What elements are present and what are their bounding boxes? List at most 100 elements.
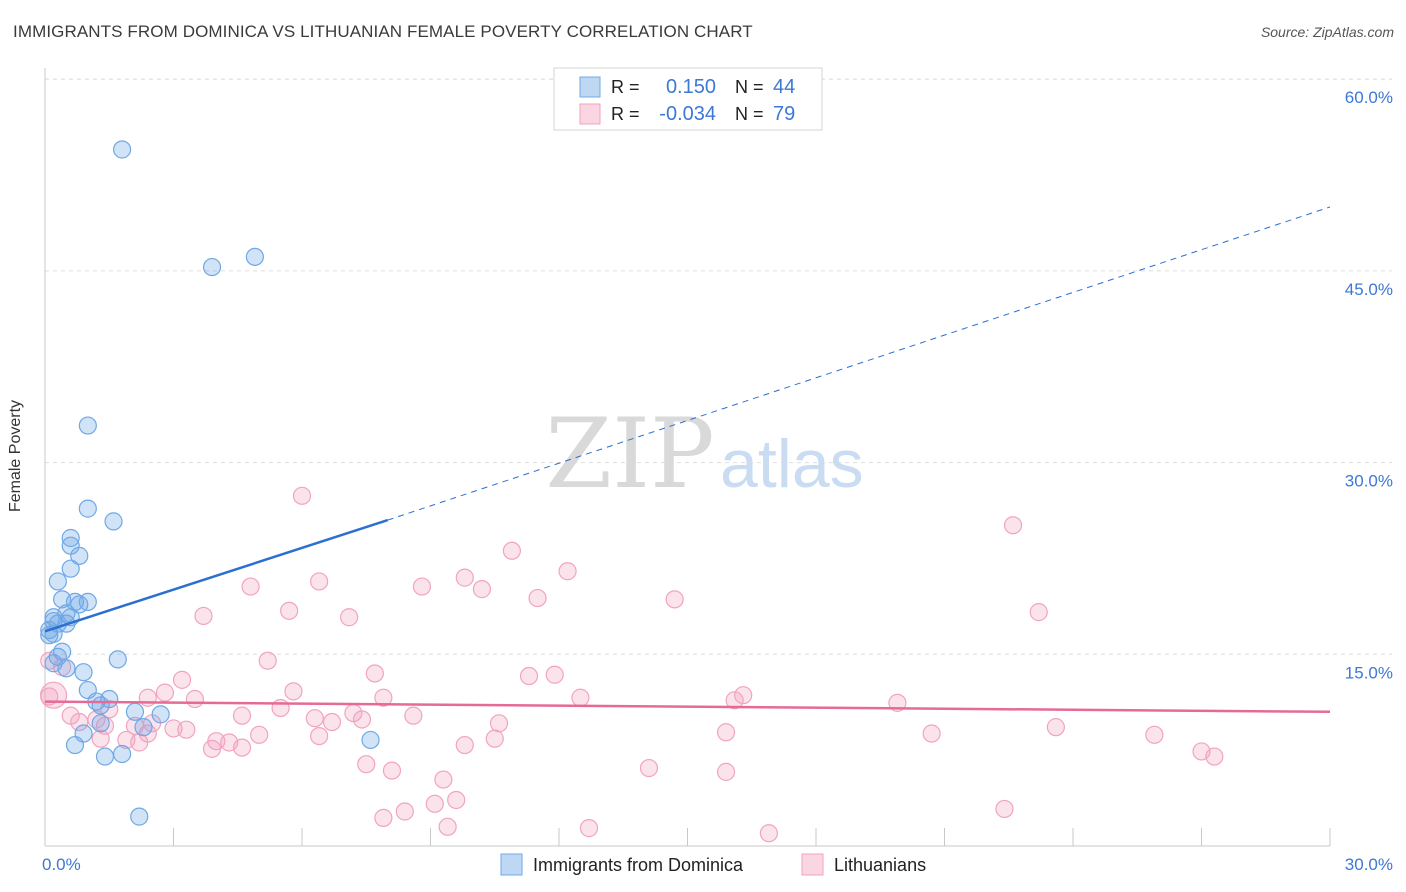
point-dominica <box>112 140 132 159</box>
point-lithuanian <box>438 817 457 836</box>
x-tick-label: 30.0% <box>1345 855 1393 874</box>
point-lithuanian <box>177 720 196 739</box>
trend-line-dominica <box>44 518 389 633</box>
point-dominica <box>78 416 97 435</box>
point-lithuanian <box>310 572 329 591</box>
tick-labels: 15.0% 30.0% 45.0% 60.0% 0.0% 30.0% <box>42 88 1393 874</box>
point-lithuanian <box>502 541 521 560</box>
trend-lines <box>44 206 1331 714</box>
axes <box>44 68 1331 847</box>
point-lithuanian <box>434 770 453 789</box>
point-dominica <box>202 257 222 277</box>
point-lithuanian <box>352 710 372 729</box>
watermark: ZIP atlas <box>545 398 863 510</box>
point-lithuanian <box>1046 718 1065 737</box>
point-lithuanian <box>292 486 312 505</box>
x-tick-label: 0.0% <box>42 855 81 874</box>
point-lithuanian <box>579 819 599 838</box>
stats-n-label: N = <box>735 77 764 97</box>
point-dominica <box>61 528 80 548</box>
point-lithuanian <box>759 824 778 843</box>
point-dominica <box>91 714 110 733</box>
point-dominica <box>95 747 115 766</box>
point-lithuanian <box>1003 516 1023 535</box>
point-lithuanian <box>1029 603 1048 622</box>
series-legend-label: Lithuanians <box>834 855 926 875</box>
watermark-zip: ZIP <box>545 398 714 510</box>
stats-legend-box <box>553 67 823 131</box>
series-legend-swatch <box>500 853 523 876</box>
series-legend-label: Immigrants from Dominica <box>533 855 744 875</box>
point-lithuanian <box>382 761 402 780</box>
point-dominica <box>48 572 67 591</box>
point-lithuanian <box>271 698 290 718</box>
series-legend: Immigrants from Dominica Lithuanians <box>500 853 926 876</box>
point-dominica <box>65 735 85 755</box>
point-lithuanian <box>305 709 324 728</box>
point-lithuanian <box>485 729 504 748</box>
point-lithuanian <box>995 799 1014 819</box>
point-lithuanian <box>310 726 329 746</box>
point-lithuanian <box>357 755 376 774</box>
point-lithuanian <box>91 729 110 748</box>
y-tick-label: 45.0% <box>1345 280 1393 299</box>
point-lithuanian <box>232 738 252 757</box>
point-dominica <box>78 499 97 518</box>
point-lithuanian <box>404 706 423 725</box>
point-dominica <box>112 744 132 764</box>
chart-title: IMMIGRANTS FROM DOMINICA VS LITHUANIAN F… <box>13 22 753 41</box>
point-dominica <box>104 512 123 531</box>
point-lithuanian <box>425 794 444 813</box>
y-tick-label: 30.0% <box>1345 472 1393 491</box>
point-dominica <box>245 247 264 266</box>
point-lithuanian <box>665 590 684 609</box>
point-dominica <box>130 807 149 826</box>
point-dominica <box>70 595 89 614</box>
point-lithuanian <box>172 670 192 689</box>
gridlines <box>45 78 1392 655</box>
stats-legend-swatch <box>579 76 601 98</box>
point-lithuanian <box>365 664 384 683</box>
trend-line-lithuanian <box>44 700 1331 714</box>
point-lithuanian <box>340 608 359 627</box>
watermark-atlas: atlas <box>720 426 864 502</box>
point-dominica <box>108 650 127 669</box>
point-dominica <box>134 718 153 737</box>
point-lithuanian <box>716 762 736 781</box>
point-lithuanian <box>1145 725 1164 744</box>
stats-r-value: -0.034 <box>659 103 716 125</box>
data-points <box>39 140 1224 843</box>
point-lithuanian <box>70 712 89 732</box>
point-lithuanian <box>155 683 175 702</box>
trend-line-dominica-projection <box>387 206 1331 521</box>
point-lithuanian <box>232 706 252 725</box>
point-lithuanian <box>922 724 941 743</box>
point-lithuanian <box>639 758 659 778</box>
point-lithuanian <box>374 808 393 827</box>
point-lithuanian <box>374 688 393 707</box>
series-legend-swatch <box>801 853 824 876</box>
stats-n-label: N = <box>735 104 764 124</box>
point-lithuanian <box>447 790 466 810</box>
stats-n-value: 79 <box>773 103 795 125</box>
point-lithuanian <box>716 723 736 742</box>
point-lithuanian <box>455 568 474 587</box>
point-lithuanian <box>39 681 68 709</box>
point-lithuanian <box>455 735 474 755</box>
point-lithuanian <box>194 606 213 626</box>
point-lithuanian <box>412 577 432 596</box>
point-dominica <box>61 559 80 578</box>
point-lithuanian <box>528 588 547 608</box>
point-dominica <box>151 705 170 724</box>
point-lithuanian <box>519 666 539 686</box>
point-dominica <box>361 730 380 750</box>
point-lithuanian <box>489 714 509 733</box>
point-dominica <box>74 663 93 682</box>
point-lithuanian <box>138 688 157 707</box>
point-lithuanian <box>130 733 149 752</box>
point-lithuanian <box>280 601 299 620</box>
point-dominica <box>91 696 110 715</box>
stats-r-label: R = <box>611 104 640 124</box>
point-lithuanian <box>202 739 222 758</box>
